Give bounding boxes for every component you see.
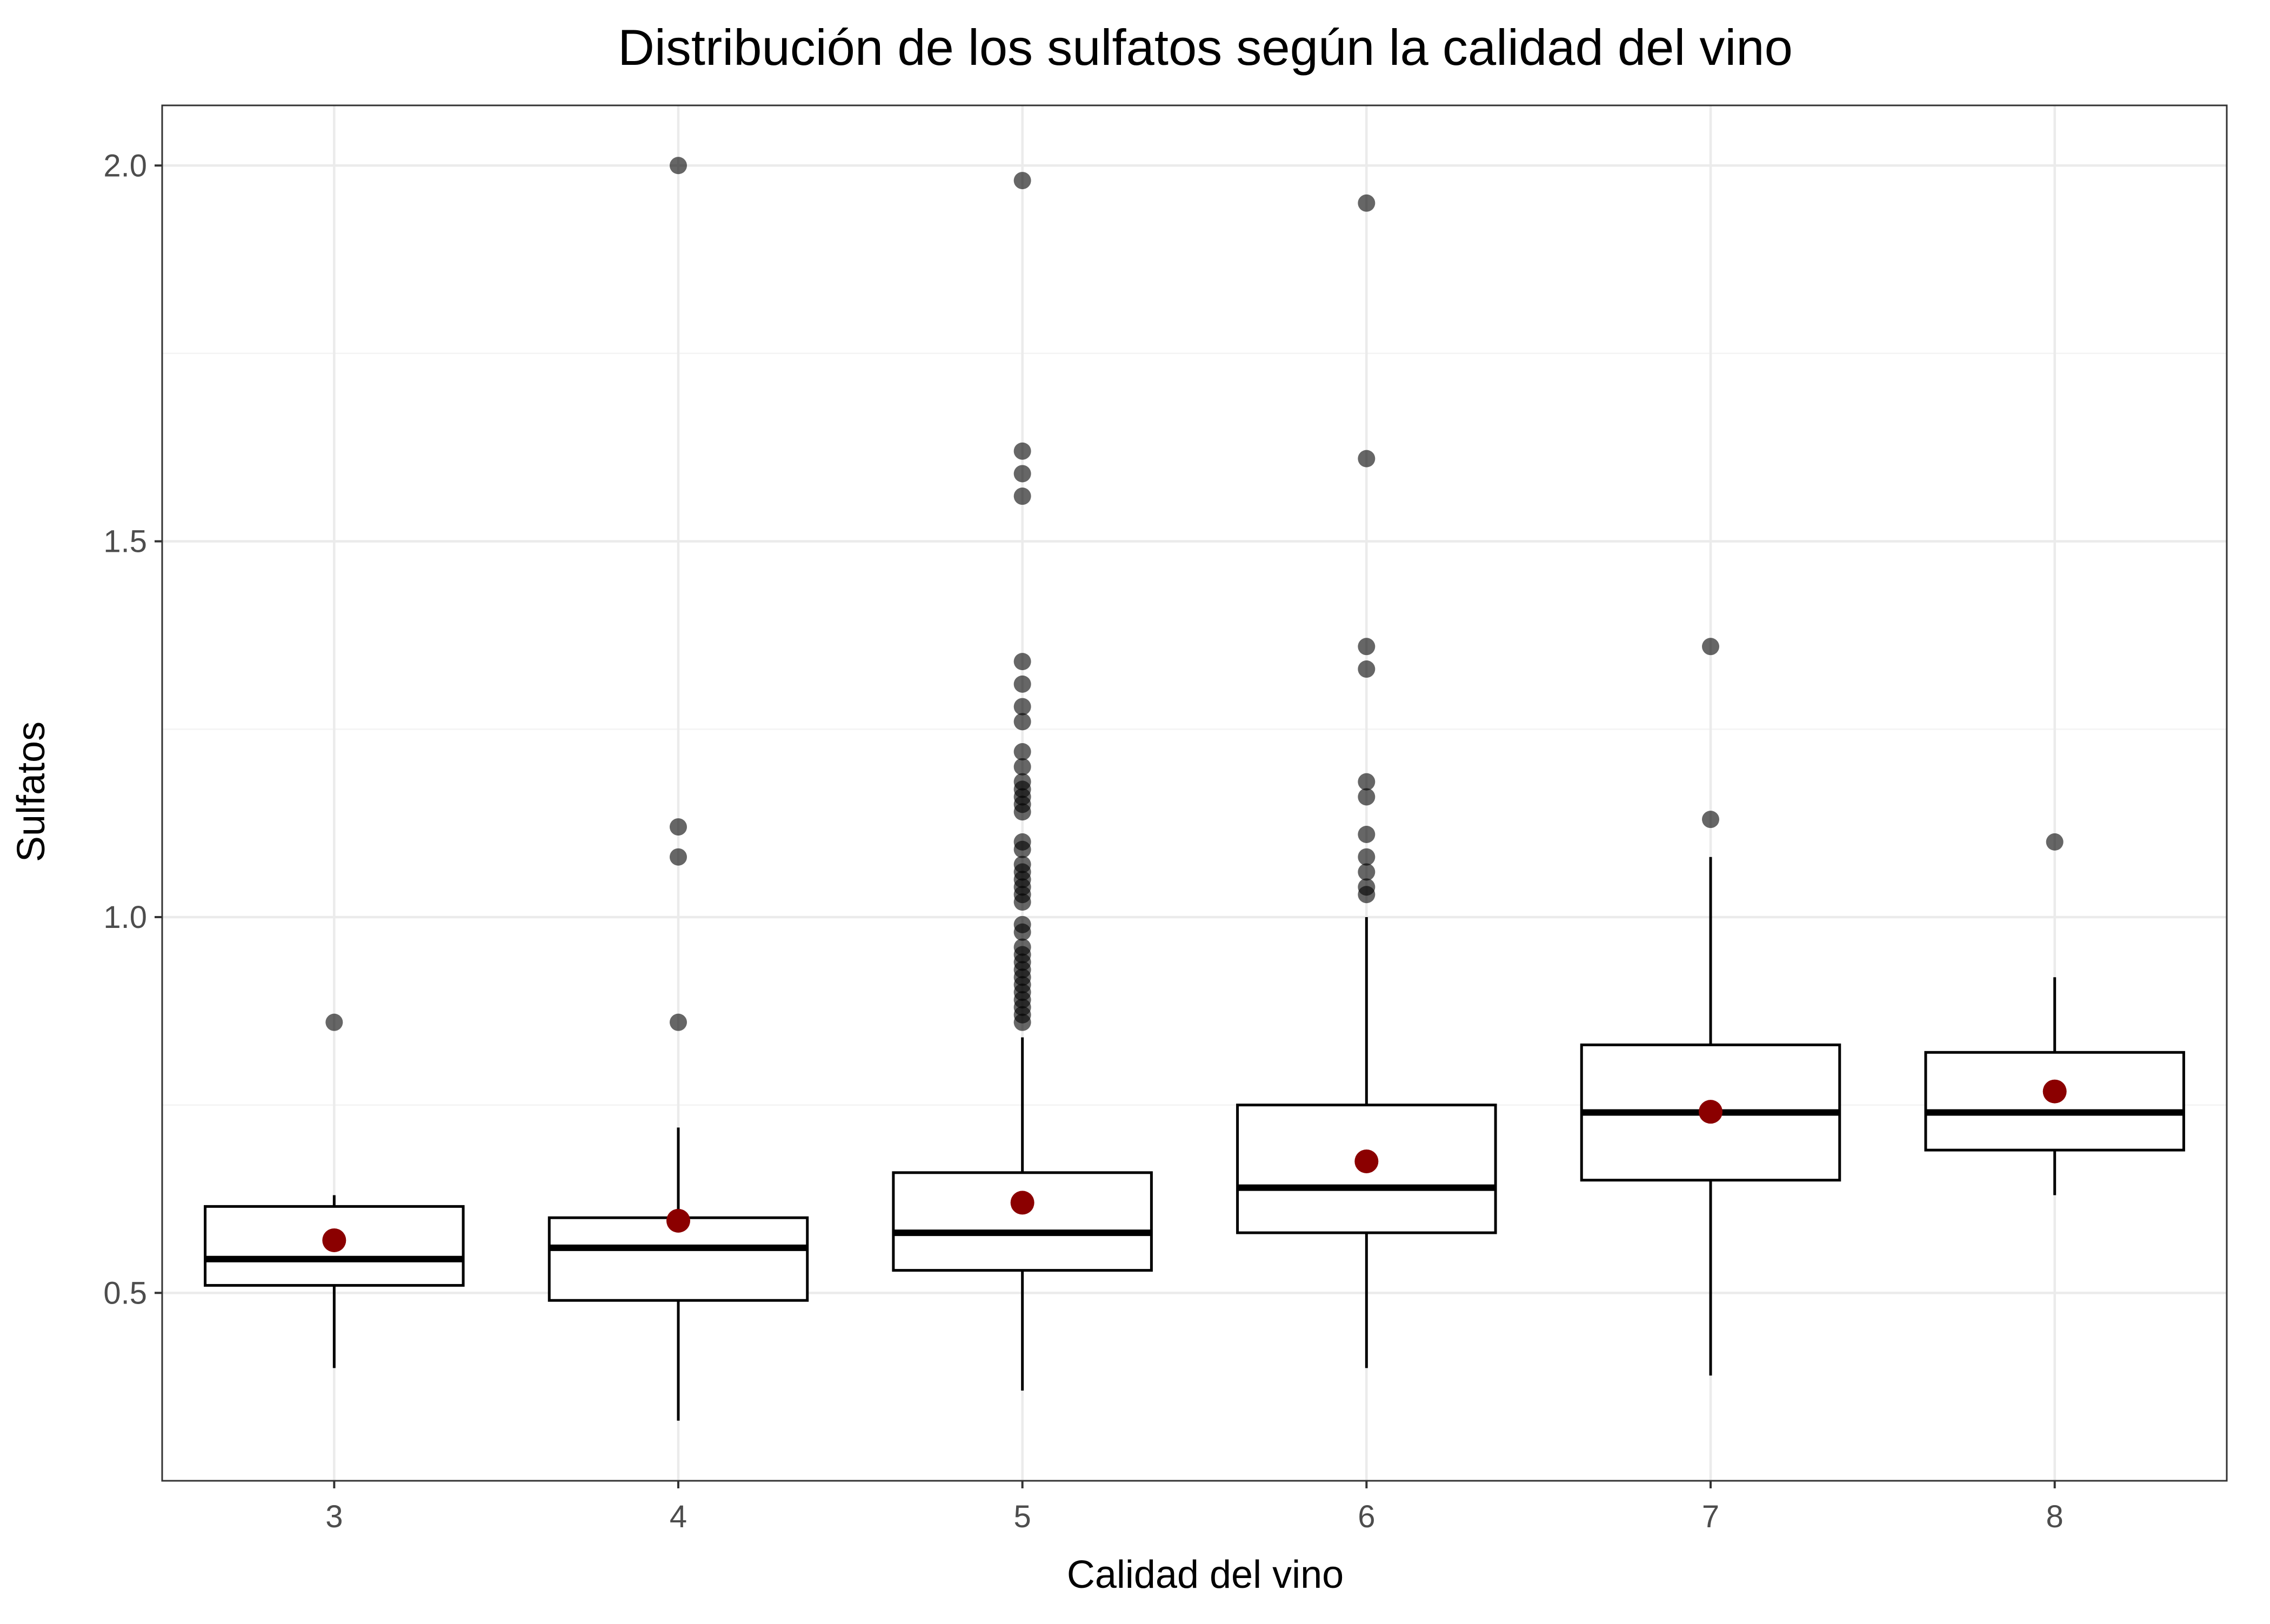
- outlier-point: [1013, 743, 1031, 761]
- box-8: [1924, 977, 2185, 1195]
- panel-border: [161, 104, 2228, 1482]
- outlier-point: [1358, 450, 1376, 467]
- outlier-point: [1013, 172, 1031, 190]
- mean-point: [2042, 1079, 2067, 1104]
- outlier-point: [1013, 938, 1031, 956]
- outlier-point: [1013, 487, 1031, 505]
- mean-point: [322, 1228, 346, 1252]
- outlier-layer: [325, 157, 2064, 1031]
- box-6: [1236, 917, 1497, 1368]
- y-tick-label: 0.5: [103, 1275, 147, 1311]
- y-tick-label: 1.5: [103, 524, 147, 559]
- outlier-point: [1358, 638, 1376, 656]
- outlier-point: [1013, 915, 1031, 933]
- x-tick-label: 7: [1702, 1499, 1719, 1534]
- outlier-point: [670, 848, 687, 866]
- chart-title: Distribución de los sulfatos según la ca…: [618, 19, 1793, 76]
- outlier-point: [670, 818, 687, 836]
- box-layer: [204, 857, 2185, 1421]
- x-axis-label: Calidad del vino: [1067, 1553, 1344, 1596]
- box-iqr: [892, 1171, 1153, 1272]
- outlier-point: [1013, 675, 1031, 693]
- outlier-point: [1702, 638, 1719, 656]
- outlier-point: [1358, 773, 1376, 791]
- y-tick-label: 2.0: [103, 148, 147, 183]
- mean-point: [1010, 1191, 1034, 1215]
- x-tick-label: 6: [1358, 1499, 1375, 1534]
- outlier-point: [325, 1013, 343, 1031]
- x-tick-label: 3: [325, 1499, 343, 1534]
- x-tick-label: 8: [2046, 1499, 2064, 1534]
- outlier-point: [1013, 713, 1031, 731]
- outlier-point: [670, 1013, 687, 1031]
- box-5: [892, 1037, 1153, 1391]
- outlier-point: [1013, 856, 1031, 873]
- mean-point: [1699, 1100, 1722, 1124]
- grid-layer: [162, 105, 2227, 1481]
- outlier-point: [1358, 863, 1376, 881]
- outlier-point: [1358, 194, 1376, 212]
- mean-point: [666, 1208, 690, 1233]
- x-tick-label: 5: [1014, 1499, 1031, 1534]
- outlier-point: [1358, 788, 1376, 806]
- outlier-point: [1013, 653, 1031, 671]
- outlier-point: [1013, 773, 1031, 791]
- panel-background: [162, 105, 2227, 1481]
- y-axis-label: Sulfatos: [10, 721, 53, 862]
- mean-point: [1354, 1149, 1379, 1173]
- outlier-point: [1358, 660, 1376, 678]
- outlier-point: [1358, 878, 1376, 896]
- outlier-point: [1013, 698, 1031, 716]
- mean-layer: [322, 1079, 2067, 1252]
- outlier-point: [1013, 758, 1031, 776]
- outlier-point: [670, 157, 687, 175]
- y-tick-label: 1.0: [103, 900, 147, 935]
- outlier-point: [1013, 442, 1031, 460]
- outlier-point: [2046, 833, 2064, 851]
- box-iqr: [1236, 1104, 1497, 1234]
- outlier-point: [1358, 825, 1376, 843]
- outlier-point: [1013, 465, 1031, 483]
- x-tick-label: 4: [670, 1499, 687, 1534]
- axis-layer: 0.5 1.0 1.5 2.0 3 4 5 6 7 8: [103, 148, 2063, 1534]
- outlier-point: [1358, 848, 1376, 866]
- outlier-point: [1702, 811, 1719, 828]
- outlier-point: [1013, 833, 1031, 851]
